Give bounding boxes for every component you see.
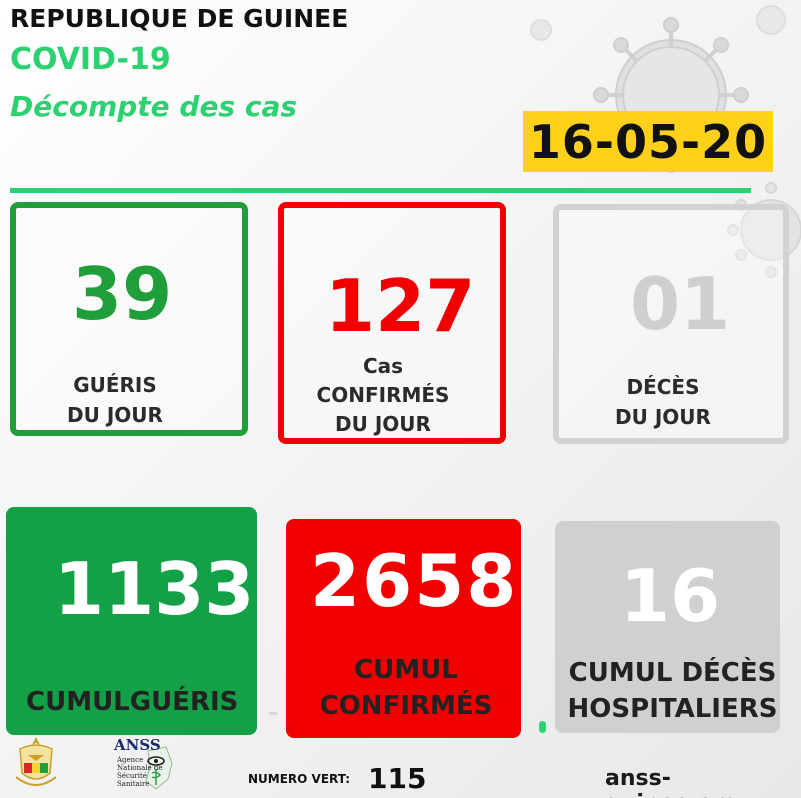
cumulative-deaths-label: CUMUL DÉCÈS HOSPITALIERS [560, 655, 785, 728]
daily-confirmed-card [278, 202, 506, 444]
website-link[interactable]: anss-guinee.org [605, 766, 740, 798]
label-line: DU JOUR [67, 403, 163, 427]
covid-title: COVID-19 [10, 42, 171, 77]
anss-subtitle-line: Sécurité [117, 772, 147, 780]
cumulative-confirmed-card [286, 519, 521, 738]
label-line: CUMUL [354, 655, 458, 685]
subtitle: Décompte des cas [10, 90, 298, 123]
label-line: CONFIRMÉS [319, 691, 493, 722]
daily-recovered-card [10, 202, 248, 436]
label-line: Cas [362, 354, 404, 378]
hotline-number: 115 [368, 762, 427, 795]
daily-deaths-count: 01 [630, 262, 731, 346]
daily-recovered-label: GUÉRIS DU JOUR [40, 370, 190, 430]
daily-deaths-card [553, 204, 789, 444]
label-line: DÉCÈS [626, 375, 700, 399]
label-line: DU JOUR [615, 405, 711, 429]
label-line: HOSPITALIERS [567, 694, 778, 725]
label-line: CONFIRMÉS [316, 383, 450, 407]
label-line: DU JOUR [335, 412, 431, 436]
anss-logo-icon [145, 746, 173, 790]
decorative-dot [539, 721, 546, 733]
anss-title: ANSS [114, 736, 161, 754]
cumulative-recovered-label: CUMULGUÉRIS [26, 687, 239, 717]
daily-confirmed-count: 127 [325, 264, 476, 348]
cumulative-confirmed-label: CUMUL CONFIRMÉS [296, 652, 516, 725]
date-badge: 16-05-20 [523, 111, 773, 172]
cumulative-confirmed-count: 2658 [310, 539, 519, 623]
separator-line [10, 188, 751, 193]
cumulative-recovered-card [6, 507, 257, 735]
cumulative-deaths-count: 16 [620, 554, 721, 638]
daily-recovered-count: 39 [72, 252, 173, 336]
cumulative-deaths-card [555, 521, 780, 733]
anss-subtitle-line: Sanitaire [117, 780, 150, 788]
guinea-emblem-icon [15, 737, 57, 786]
label-line: GUÉRIS [73, 373, 157, 397]
daily-deaths-label: DÉCÈS DU JOUR [588, 372, 738, 432]
country-title: REPUBLIQUE DE GUINEE [10, 4, 349, 33]
anss-subtitle-line: Nationale de [117, 764, 163, 772]
daily-confirmed-label: Cas CONFIRMÉS DU JOUR [298, 352, 468, 439]
cumulative-recovered-count: 1133 [54, 547, 255, 631]
decorative-dash [269, 712, 277, 715]
anss-subtitle-line: Agence [117, 756, 144, 764]
label-line: CUMUL DÉCÈS [568, 658, 777, 688]
anss-subtitle: Agence Nationale de Sécurité Sanitaire [117, 756, 167, 788]
hotline-label: NUMERO VERT: [248, 772, 351, 786]
